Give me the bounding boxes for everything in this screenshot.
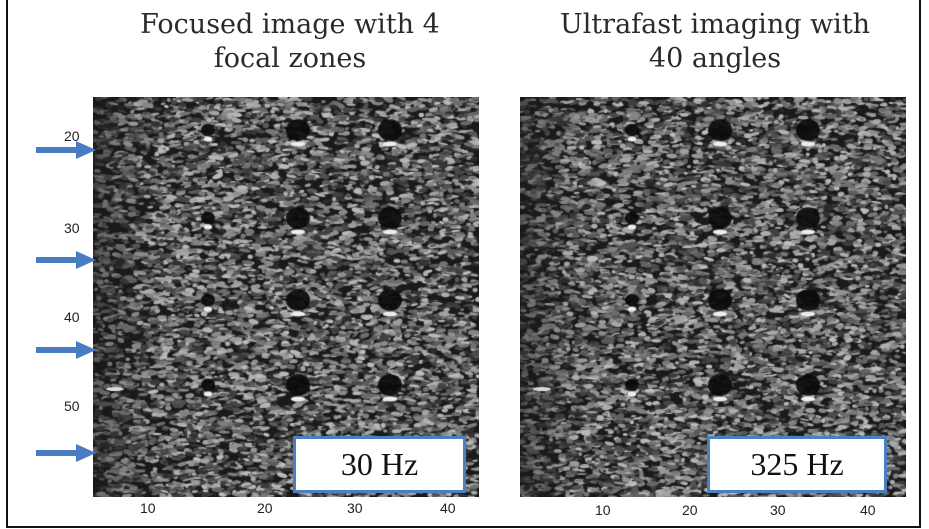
x-tick: 20 <box>257 500 273 516</box>
ultrafast-ultrasound-image <box>520 97 906 497</box>
focal-zone-arrow-icon <box>36 341 96 359</box>
y-tick: 50 <box>64 398 80 414</box>
x-tick: 20 <box>682 502 698 518</box>
x-tick: 30 <box>347 500 363 516</box>
right-frame-rate-label: 325 Hz <box>707 436 887 493</box>
focal-zone-arrow-icon <box>36 251 96 269</box>
y-tick: 40 <box>64 309 80 325</box>
x-tick: 40 <box>860 502 876 518</box>
title-line: Ultrafast imaging with <box>559 9 871 40</box>
focused-ultrasound-image <box>93 97 479 497</box>
x-tick: 10 <box>140 500 156 516</box>
focal-zone-arrow-icon <box>36 444 96 462</box>
figure-frame <box>6 0 921 528</box>
left-panel-title: Focused image with 4 focal zones <box>100 8 480 76</box>
y-tick: 20 <box>64 128 80 144</box>
x-tick: 30 <box>770 502 786 518</box>
title-line: Focused image with 4 <box>140 9 440 40</box>
x-tick: 40 <box>440 500 456 516</box>
focal-zone-arrow-icon <box>36 141 96 159</box>
title-line: focal zones <box>213 43 367 74</box>
title-line: 40 angles <box>648 43 782 74</box>
right-panel-title: Ultrafast imaging with 40 angles <box>515 8 915 76</box>
y-tick: 30 <box>64 220 80 236</box>
x-tick: 10 <box>595 502 611 518</box>
left-frame-rate-label: 30 Hz <box>293 436 466 493</box>
